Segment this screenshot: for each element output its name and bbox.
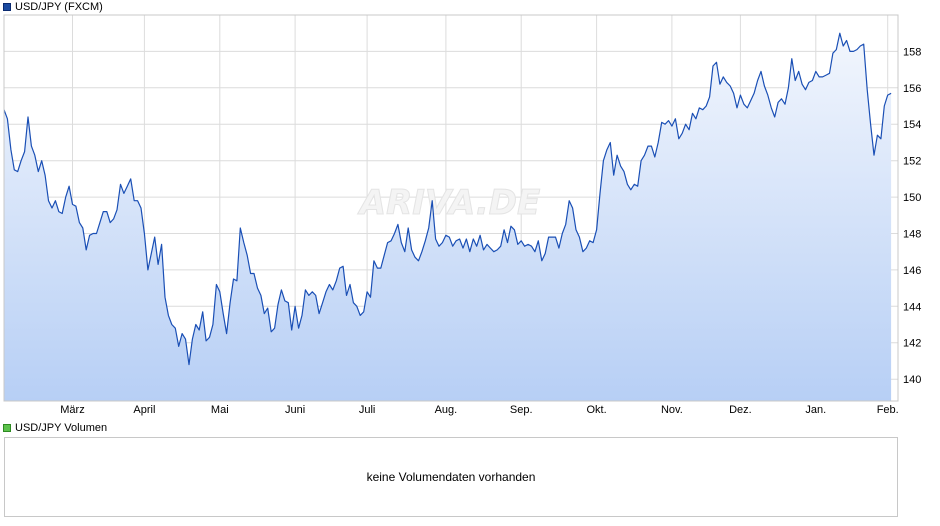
y-tick-label: 158 xyxy=(903,46,921,58)
volume-panel: keine Volumendaten vorhanden xyxy=(4,437,898,517)
price-chart: ARIVA.DE 140142144146148150152154156158 … xyxy=(3,14,921,416)
volume-legend-label: USD/JPY Volumen xyxy=(15,422,108,434)
y-axis: 140 142 144 146 148 150 152 154 156 158 xyxy=(903,46,921,386)
price-legend-label: USD/JPY (FXCM) xyxy=(15,1,103,13)
x-tick-label: März xyxy=(60,404,84,416)
y-tick-label: 144 xyxy=(903,301,921,313)
price-area xyxy=(4,33,892,401)
y-tick-label: 152 xyxy=(903,156,921,168)
volume-legend-swatch xyxy=(3,424,11,432)
watermark: ARIVA.DE xyxy=(357,183,540,223)
price-line xyxy=(3,32,892,366)
x-tick-label: Sep. xyxy=(510,404,533,416)
plot-frame xyxy=(3,14,899,402)
x-tick-label: Juni xyxy=(285,404,305,416)
x-tick-label: Okt. xyxy=(587,404,607,416)
x-tick-label: Aug. xyxy=(435,404,458,416)
x-tick-label: Feb. xyxy=(877,404,899,416)
y-tick-label: 142 xyxy=(903,338,921,350)
x-tick-label: Mai xyxy=(211,404,229,416)
y-tick-label: 154 xyxy=(903,119,921,131)
x-tick-label: Juli xyxy=(359,404,376,416)
y-tick-label: 146 xyxy=(903,265,921,277)
x-axis: März April Mai Juni Juli Aug. Sep. Okt. Nov. Dez.… xyxy=(60,404,898,416)
y-tick-label: 140 xyxy=(903,374,921,386)
price-legend-swatch xyxy=(3,3,11,11)
x-tick-label: April xyxy=(133,404,155,416)
y-tick-label: 148 xyxy=(903,229,921,241)
x-tick-label: Nov. xyxy=(661,404,683,416)
x-tick-label: Jan. xyxy=(805,404,826,416)
y-tick-label: 150 xyxy=(903,192,921,204)
price-legend: USD/JPY (FXCM) xyxy=(3,1,103,13)
x-tick-label: Dez. xyxy=(729,404,752,416)
volume-legend: USD/JPY Volumen xyxy=(3,422,107,434)
y-tick-label: 156 xyxy=(903,83,921,95)
volume-empty-message: keine Volumendaten vorhanden xyxy=(366,470,536,484)
